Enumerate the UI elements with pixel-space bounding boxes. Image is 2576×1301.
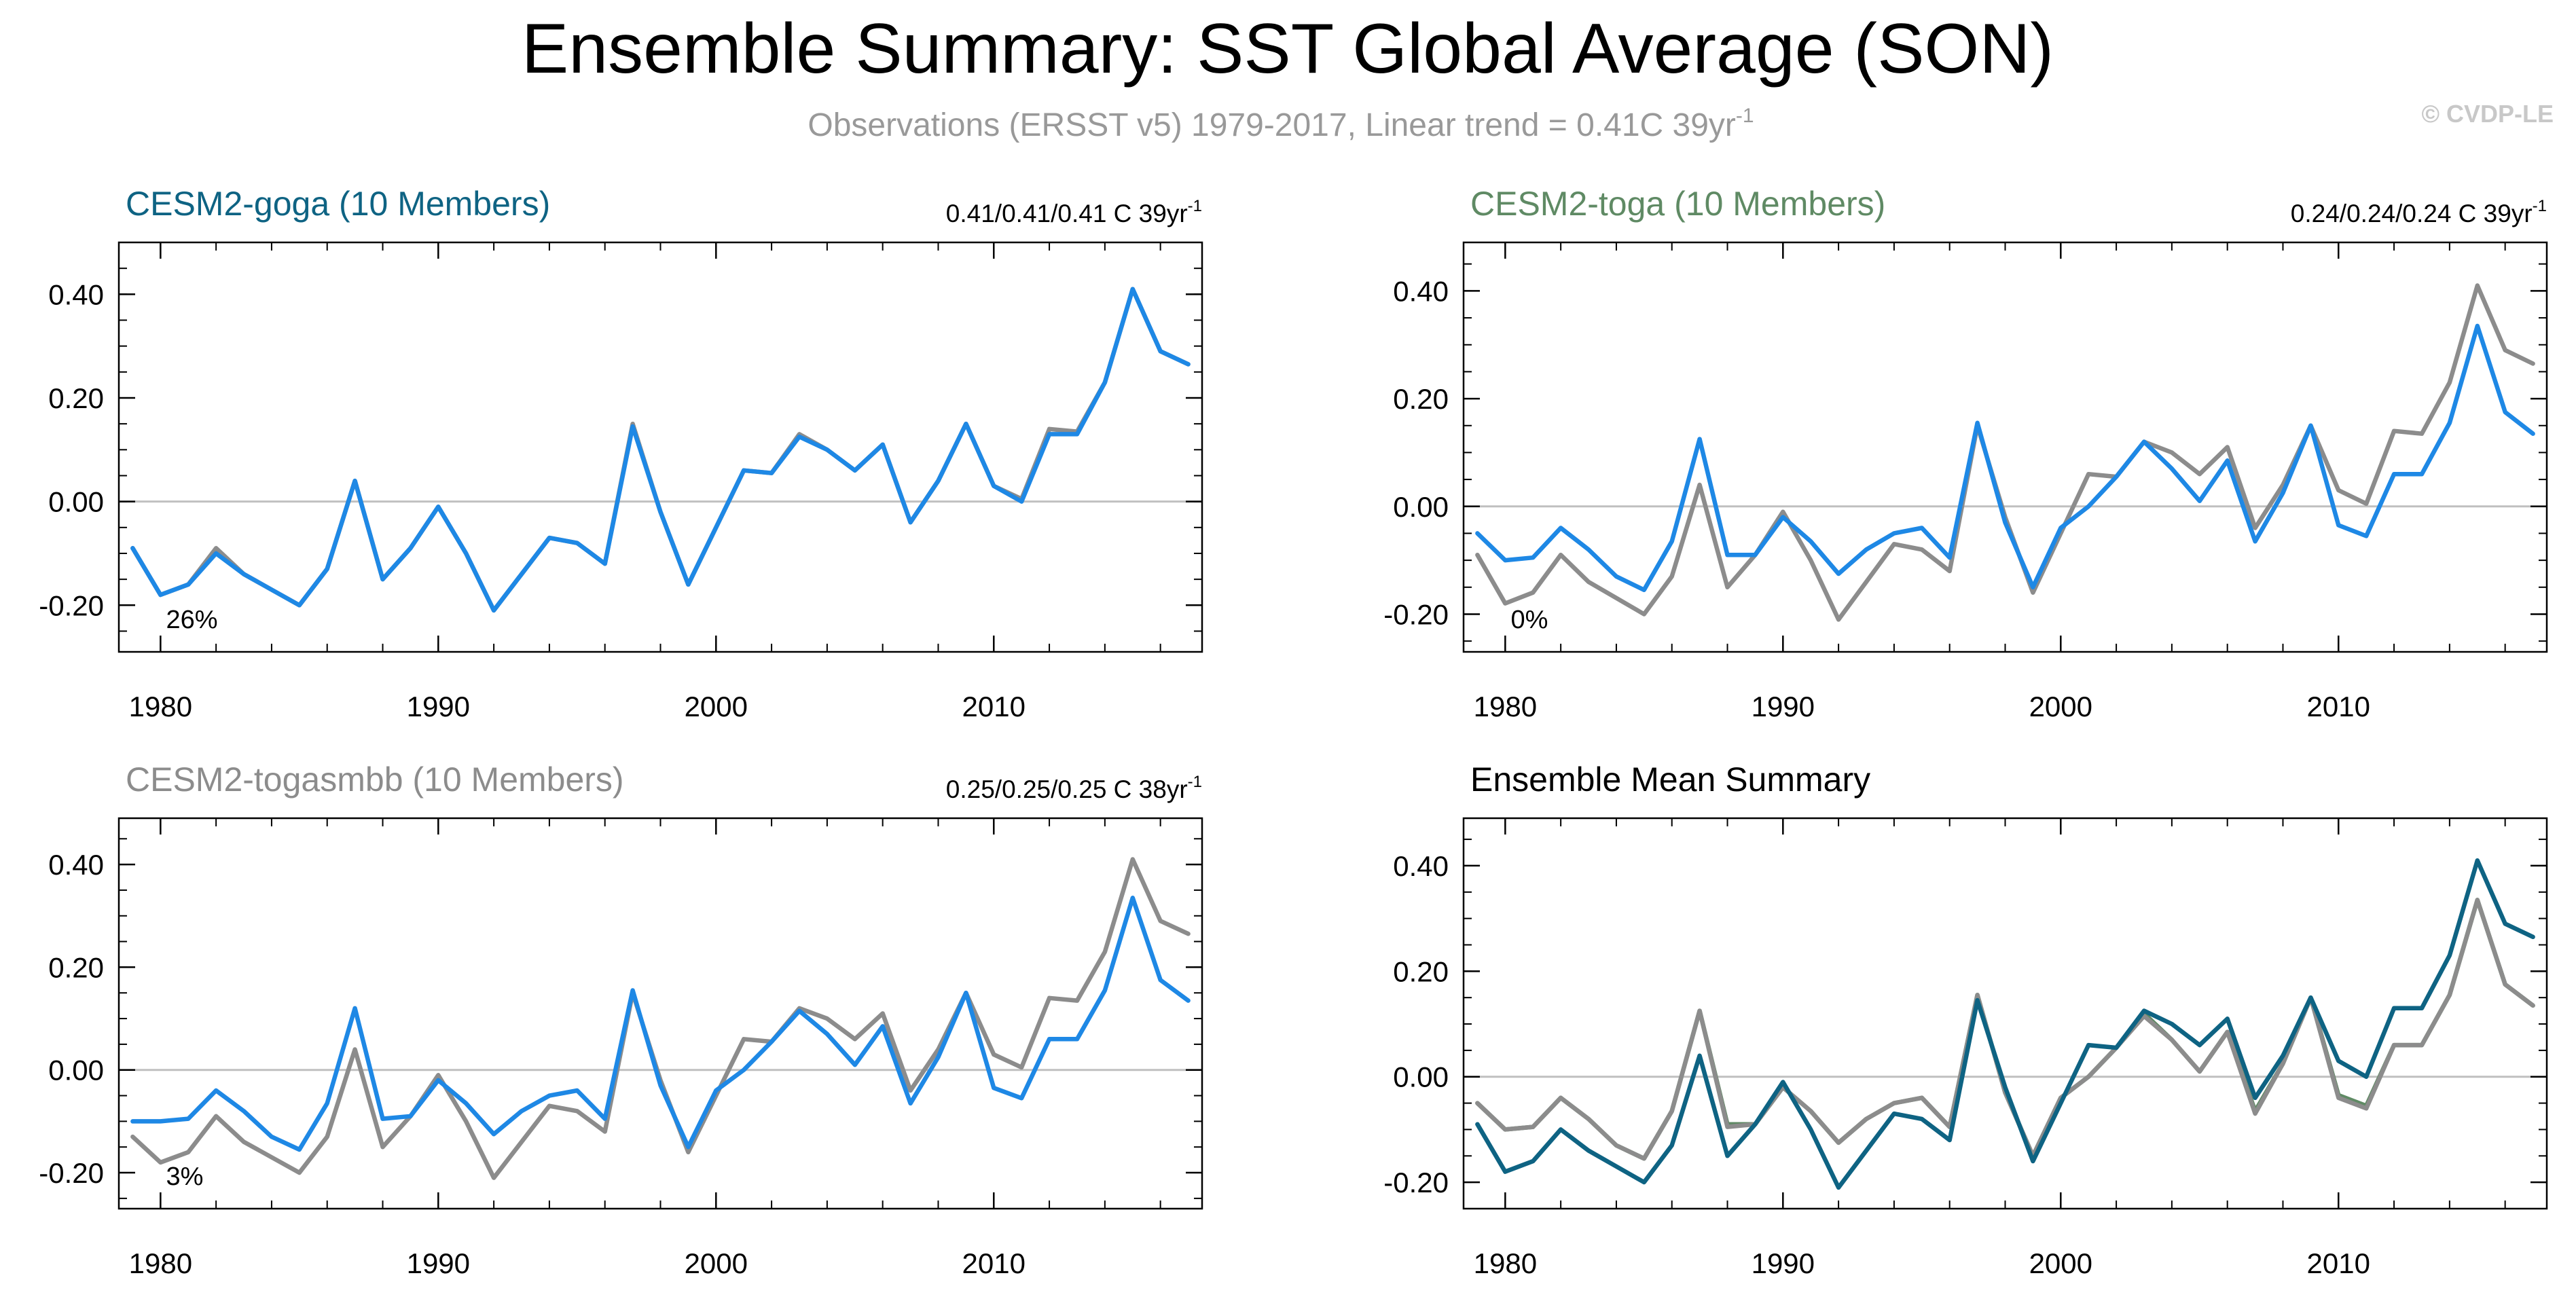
- y-tick-label: 0.40: [48, 849, 104, 881]
- y-tick-label: 0.40: [48, 278, 104, 310]
- y-tick-label: -0.20: [39, 589, 104, 621]
- x-tick-label: 1990: [407, 1247, 470, 1279]
- trend-label: 0.41/0.41/0.41 C 39yr-1: [946, 197, 1202, 227]
- series-line-observations: [130, 287, 1191, 613]
- x-tick-label: 2010: [2307, 1247, 2370, 1279]
- figure-title: Ensemble Summary: SST Global Average (SO…: [522, 10, 2054, 88]
- figure-subtitle-text: Observations (ERSST v5) 1979-2017, Linea…: [808, 107, 1736, 143]
- y-tick-label: 0.40: [1393, 850, 1449, 882]
- percent-label: 3%: [166, 1162, 204, 1191]
- y-tick-label: 0.00: [1393, 1061, 1449, 1093]
- series-line-cesm2-toga: [1475, 898, 2535, 1161]
- panel-togasmbb: CESM2-togasmbb (10 Members) 0.25/0.25/0.2…: [39, 761, 1203, 1279]
- x-tick-label: 2010: [2307, 691, 2370, 722]
- y-tick-label: 0.20: [48, 382, 104, 414]
- trend-label-text: 0.25/0.25/0.25 C 38yr: [946, 775, 1188, 803]
- x-tick-label: 2000: [685, 1247, 748, 1279]
- credit-label: © CVDP-LE: [2421, 100, 2554, 128]
- x-tick-label: 1990: [1752, 1247, 1815, 1279]
- y-tick-label: -0.20: [1383, 1167, 1449, 1198]
- series-line-cesm2-goga: [1475, 858, 2535, 1190]
- x-tick-label: 1980: [1474, 691, 1537, 722]
- panel-mean: Ensemble Mean Summary -0.20 0.00 0.20 0.40 19…: [1383, 761, 2548, 1279]
- figure-subtitle: Observations (ERSST v5) 1979-2017, Linea…: [808, 105, 1754, 143]
- x-tick-label: 2010: [962, 1247, 1026, 1279]
- x-tick-label: 1990: [1752, 691, 1815, 722]
- trend-label-sup: -1: [1188, 197, 1202, 215]
- percent-label: 26%: [166, 606, 218, 634]
- x-tick-label: 2010: [962, 691, 1026, 722]
- x-tick-label: 1980: [129, 691, 192, 722]
- y-tick-label: 0.40: [1393, 275, 1449, 307]
- trend-label: 0.25/0.25/0.25 C 38yr-1: [946, 773, 1202, 803]
- series-line-observations: [1475, 283, 2535, 622]
- trend-label-text: 0.41/0.41/0.41 C 39yr: [946, 200, 1188, 227]
- panel-goga: CESM2-goga (10 Members) 0.41/0.41/0.41 C …: [39, 185, 1203, 722]
- y-tick-label: -0.20: [39, 1157, 104, 1189]
- trend-label-sup: -1: [2533, 197, 2547, 215]
- y-tick-label: 0.20: [1393, 955, 1449, 987]
- panel-title: CESM2-goga (10 Members): [126, 185, 550, 223]
- x-tick-label: 1990: [407, 691, 470, 722]
- figure-subtitle-sup: -1: [1736, 105, 1754, 127]
- percent-label: 0%: [1511, 606, 1548, 634]
- trend-label-text: 0.24/0.24/0.24 C 39yr: [2291, 200, 2533, 227]
- series-line-ensemble-mean: [130, 287, 1191, 613]
- plot-frame: [1462, 241, 2548, 653]
- series-line-ensemble-mean: [130, 896, 1191, 1152]
- panels: CESM2-goga (10 Members) 0.41/0.41/0.41 C …: [39, 185, 2548, 1279]
- x-tick-label: 1980: [129, 1247, 192, 1279]
- trend-label-sup: -1: [1188, 773, 1202, 791]
- panel-toga: CESM2-toga (10 Members) 0.24/0.24/0.24 C …: [1383, 185, 2548, 722]
- series-line-observations: [130, 857, 1191, 1180]
- series-line-cesm2-togasmbb: [1475, 898, 2535, 1161]
- plot-frame: [117, 817, 1203, 1210]
- series-line-ensemble-mean: [1475, 323, 2535, 593]
- x-tick-label: 1980: [1474, 1247, 1537, 1279]
- trend-label: 0.24/0.24/0.24 C 39yr-1: [2291, 197, 2547, 227]
- x-tick-label: 2000: [2029, 1247, 2092, 1279]
- x-tick-label: 2000: [2029, 691, 2092, 722]
- panel-title: CESM2-toga (10 Members): [1470, 185, 1885, 223]
- plot-frame: [117, 241, 1203, 653]
- y-tick-label: 0.00: [48, 486, 104, 518]
- panel-title: CESM2-togasmbb (10 Members): [126, 761, 624, 799]
- y-tick-label: 0.00: [48, 1055, 104, 1086]
- y-tick-label: -0.20: [1383, 598, 1449, 630]
- y-tick-label: 0.20: [48, 951, 104, 983]
- y-tick-label: 0.00: [1393, 491, 1449, 523]
- x-tick-label: 2000: [685, 691, 748, 722]
- y-tick-label: 0.20: [1393, 383, 1449, 415]
- panel-title: Ensemble Mean Summary: [1470, 761, 1870, 799]
